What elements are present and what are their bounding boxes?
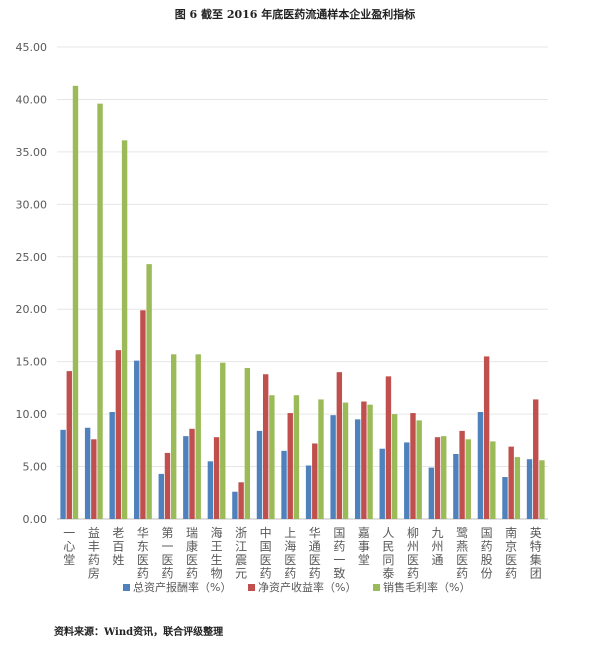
figure-title: 图 6 截至 2016 年底医药流通样本企业盈利指标 — [174, 8, 416, 21]
y-tick-label: 20.00 — [16, 303, 48, 316]
x-tick-label: 九州通 — [432, 526, 444, 567]
x-tick-label: 瑞康医药 — [186, 526, 198, 581]
bar — [232, 491, 238, 519]
x-tick-label: 华通医药 — [309, 526, 321, 581]
bar — [434, 437, 441, 519]
x-tick-label: 第一医药 — [161, 526, 173, 581]
y-tick-label: 35.00 — [16, 146, 48, 159]
bar — [244, 367, 251, 519]
bar — [305, 465, 312, 519]
bar — [477, 412, 484, 519]
x-tick-label: 海王生物 — [211, 525, 223, 581]
legend-swatch — [373, 584, 380, 591]
bar — [293, 395, 300, 519]
bar — [170, 354, 177, 519]
x-tick-label: 华东医药 — [137, 526, 149, 581]
x-tick-label: 中国医药 — [260, 525, 272, 581]
bar — [287, 413, 293, 519]
y-tick-label: 15.00 — [16, 356, 48, 369]
bar — [60, 429, 66, 519]
bar — [262, 374, 269, 519]
bar — [416, 420, 422, 519]
bar — [238, 482, 244, 519]
bar — [121, 140, 128, 519]
bar — [195, 354, 201, 519]
bar — [453, 453, 459, 519]
bar — [336, 372, 343, 519]
bar — [281, 450, 287, 519]
bar — [379, 448, 385, 519]
bar — [164, 452, 171, 519]
bar — [220, 362, 226, 519]
bar — [514, 457, 521, 519]
bar — [483, 356, 490, 519]
x-tick-label: 益丰药房 — [88, 526, 100, 581]
bar — [342, 402, 349, 519]
y-tick-label: 40.00 — [16, 93, 48, 106]
legend-swatch — [123, 584, 130, 591]
bar — [115, 350, 122, 519]
bar — [66, 371, 72, 519]
bar — [354, 419, 361, 519]
bar — [256, 430, 263, 519]
bar — [213, 437, 220, 519]
y-tick-label: 25.00 — [16, 251, 48, 264]
bar — [146, 264, 152, 519]
y-tick-label: 5.00 — [23, 461, 48, 474]
bar — [539, 460, 545, 519]
bar — [502, 477, 508, 519]
source-note: 资料来源：Wind资讯，联合评级整理 — [54, 627, 224, 638]
bar — [330, 415, 336, 519]
bar — [207, 461, 214, 519]
bar — [526, 459, 533, 519]
legend-swatch — [248, 584, 255, 591]
bar — [367, 404, 373, 519]
x-tick-label: 上海医药 — [284, 526, 296, 581]
bar — [91, 439, 97, 519]
bar — [441, 436, 447, 519]
bar — [318, 399, 324, 519]
bar-chart: 0.00 5.00 10.00 15.00 20.00 25.00 30.00 35.00 40… — [16, 41, 548, 594]
bar — [189, 428, 195, 519]
bar — [465, 439, 471, 519]
bar — [269, 395, 275, 519]
bar — [140, 310, 146, 519]
legend-label: 总资产报酬率（%） — [133, 580, 231, 594]
x-tick-label: 英特集团 — [530, 526, 542, 581]
x-tick-label: 嘉事堂 — [358, 526, 370, 567]
bar — [533, 399, 539, 519]
bar — [312, 443, 318, 519]
bar — [428, 467, 435, 519]
bar — [385, 376, 392, 519]
x-tick-label: 人民同泰 — [382, 526, 394, 581]
x-tick-label: 老百姓 — [112, 526, 124, 567]
x-tick-label: 浙江震元 — [235, 526, 247, 581]
bar — [84, 427, 91, 519]
bar — [459, 430, 465, 519]
bar — [490, 441, 496, 519]
bar — [410, 413, 416, 519]
x-tick-label: 国药一致 — [333, 526, 345, 581]
bar — [361, 401, 367, 519]
y-tick-label: 30.00 — [16, 198, 48, 211]
bar — [404, 442, 410, 519]
bar — [109, 412, 115, 519]
y-tick-label: 0.00 — [23, 513, 48, 526]
bar — [391, 414, 398, 519]
x-tick-label: 一心堂 — [63, 526, 75, 567]
x-tick-label: 鹭燕医药 — [456, 525, 468, 581]
bar — [508, 446, 514, 519]
x-tick-label: 南京医药 — [505, 525, 517, 581]
bar — [72, 85, 79, 519]
x-tick-label: 柳州医药 — [407, 526, 419, 581]
legend-label: 销售毛利率（%） — [383, 580, 470, 594]
y-tick-label: 45.00 — [16, 41, 48, 54]
bar — [134, 360, 140, 519]
bar — [183, 436, 189, 519]
bar — [158, 473, 164, 519]
y-tick-label: 10.00 — [16, 408, 48, 421]
x-tick-label: 国药股份 — [481, 526, 493, 581]
legend-label: 净资产收益率（%） — [258, 580, 356, 594]
bar — [97, 103, 103, 519]
